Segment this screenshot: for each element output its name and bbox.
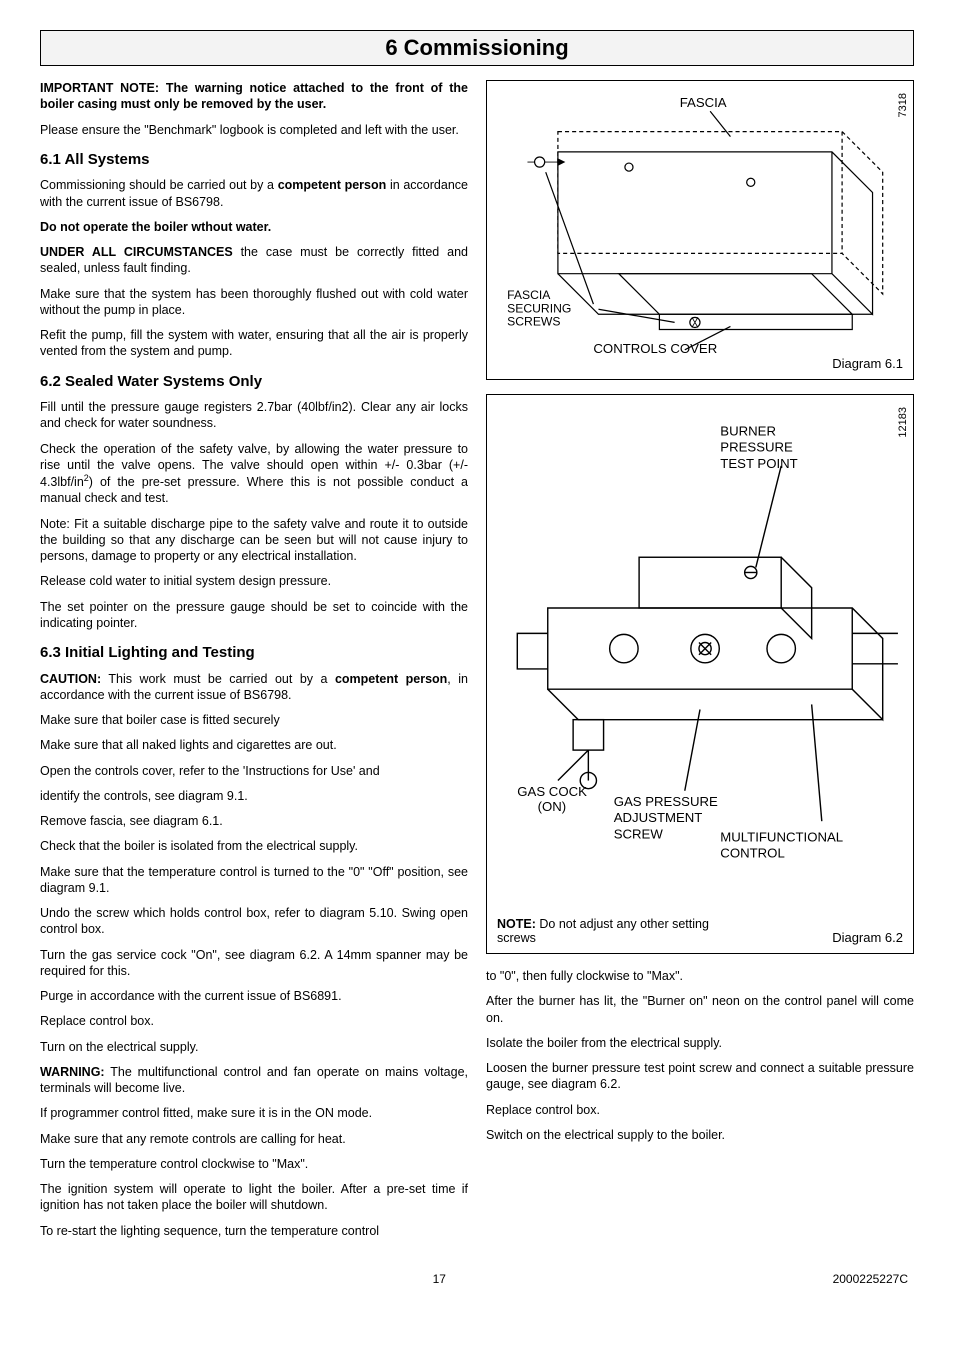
diagram-6-1-svg: FASCIA FASCIA SECURING SCREWS CONTROLS C…: [497, 91, 903, 355]
p-6-2-3: Note: Fit a suitable discharge pipe to t…: [40, 516, 468, 565]
p-6-3-1: CAUTION: This work must be carried out b…: [40, 671, 468, 704]
p-6-3-17: Turn the temperature control clockwise t…: [40, 1156, 468, 1172]
p-6-3-10: Turn the gas service cock "On", see diag…: [40, 947, 468, 980]
tail-p2: After the burner has lit, the "Burner on…: [486, 993, 914, 1026]
p-6-2-5: The set pointer on the pressure gauge sh…: [40, 599, 468, 632]
label-screws-2: SECURING: [507, 301, 571, 315]
p-6-3-4: Open the controls cover, refer to the 'I…: [40, 763, 468, 779]
tail-p1: to "0", then fully clockwise to "Max".: [486, 968, 914, 984]
text: This work must be carried out by a: [101, 672, 335, 686]
note-bold: NOTE:: [497, 917, 536, 931]
heading-6-3: 6.3 Initial Lighting and Testing: [40, 643, 468, 663]
p-6-1-5: Refit the pump, fill the system with wat…: [40, 327, 468, 360]
important-note: IMPORTANT NOTE: The warning notice attac…: [40, 80, 468, 113]
label-cover: CONTROLS COVER: [593, 341, 717, 355]
label-gaspress-1: GAS PRESSURE: [614, 794, 718, 809]
label-gascock-1: GAS COCK: [517, 784, 587, 799]
p-6-2-4: Release cold water to initial system des…: [40, 573, 468, 589]
label-gascock-2: (ON): [538, 799, 567, 814]
p-6-1-1: Commissioning should be carried out by a…: [40, 177, 468, 210]
p-6-1-3: UNDER ALL CIRCUMSTANCES the case must be…: [40, 244, 468, 277]
doc-ref: 2000225227C: [833, 1272, 908, 1286]
label-burner-3: TEST POINT: [720, 456, 797, 471]
p-6-3-3: Make sure that all naked lights and ciga…: [40, 737, 468, 753]
p-6-3-2: Make sure that boiler case is fitted sec…: [40, 712, 468, 728]
diagram-note: NOTE: Do not adjust any other setting sc…: [497, 917, 717, 945]
diagram-label: Diagram 6.2: [832, 930, 903, 945]
label-multi-1: MULTIFUNCTIONAL: [720, 829, 843, 844]
diagram-6-2: 12183: [486, 394, 914, 954]
p-6-3-12: Replace control box.: [40, 1013, 468, 1029]
diagram-ref: 7318: [897, 93, 909, 117]
label-gaspress-2: ADJUSTMENT: [614, 810, 703, 825]
p-6-3-9: Undo the screw which holds control box, …: [40, 905, 468, 938]
p-6-3-16: Make sure that any remote controls are c…: [40, 1131, 468, 1147]
p-6-3-19: To re-start the lighting sequence, turn …: [40, 1223, 468, 1239]
text-bold: CAUTION:: [40, 672, 101, 686]
p-6-3-15: If programmer control fitted, make sure …: [40, 1105, 468, 1121]
p-6-2-2: Check the operation of the safety valve,…: [40, 441, 468, 507]
heading-6-2: 6.2 Sealed Water Systems Only: [40, 372, 468, 392]
label-screws-1: FASCIA: [507, 288, 551, 302]
tail-p3: Isolate the boiler from the electrical s…: [486, 1035, 914, 1051]
content-columns: IMPORTANT NOTE: The warning notice attac…: [40, 80, 914, 1248]
label-screws-3: SCREWS: [507, 314, 560, 328]
tail-p4: Loosen the burner pressure test point sc…: [486, 1060, 914, 1093]
benchmark-note: Please ensure the "Benchmark" logbook is…: [40, 122, 468, 138]
diagram-6-1: 7318: [486, 80, 914, 380]
text-bold: competent person: [335, 672, 447, 686]
text: ) of the pre-set pressure. Where this is…: [40, 475, 468, 505]
page-title: 6 Commissioning: [40, 30, 914, 66]
left-column: IMPORTANT NOTE: The warning notice attac…: [40, 80, 468, 1248]
diagram-6-2-svg: BURNER PRESSURE TEST POINT GAS COCK (ON)…: [497, 405, 903, 913]
p-6-1-2: Do not operate the boiler wthout water.: [40, 219, 468, 235]
heading-6-1: 6.1 All Systems: [40, 150, 468, 170]
p-6-3-7: Check that the boiler is isolated from t…: [40, 838, 468, 854]
p-6-1-4: Make sure that the system has been thoro…: [40, 286, 468, 319]
p-6-3-6: Remove fascia, see diagram 6.1.: [40, 813, 468, 829]
tail-p5: Replace control box.: [486, 1102, 914, 1118]
diagram-label: Diagram 6.1: [832, 356, 903, 371]
label-fascia: FASCIA: [680, 95, 727, 110]
diagram-ref: 12183: [897, 407, 909, 438]
page-number: 17: [433, 1272, 446, 1286]
text-bold: competent person: [278, 178, 387, 192]
right-column: 7318: [486, 80, 914, 1248]
tail-p6: Switch on the electrical supply to the b…: [486, 1127, 914, 1143]
label-gaspress-3: SCREW: [614, 826, 664, 841]
label-burner-1: BURNER: [720, 423, 776, 438]
p-6-3-14: WARNING: The multifunctional control and…: [40, 1064, 468, 1097]
footer: 17 2000225227C: [40, 1272, 914, 1286]
p-6-3-13: Turn on the electrical supply.: [40, 1039, 468, 1055]
label-burner-2: PRESSURE: [720, 440, 793, 455]
text-bold: WARNING:: [40, 1065, 105, 1079]
p-6-3-18: The ignition system will operate to ligh…: [40, 1181, 468, 1214]
label-multi-2: CONTROL: [720, 846, 784, 861]
text-bold: UNDER ALL CIRCUMSTANCES: [40, 245, 233, 259]
text: Commissioning should be carried out by a: [40, 178, 278, 192]
p-6-3-5: identify the controls, see diagram 9.1.: [40, 788, 468, 804]
right-tail-text: to "0", then fully clockwise to "Max". A…: [486, 968, 914, 1152]
p-6-3-11: Purge in accordance with the current iss…: [40, 988, 468, 1004]
p-6-3-8: Make sure that the temperature control i…: [40, 864, 468, 897]
text: The multifunctional control and fan oper…: [40, 1065, 468, 1095]
p-6-2-1: Fill until the pressure gauge registers …: [40, 399, 468, 432]
